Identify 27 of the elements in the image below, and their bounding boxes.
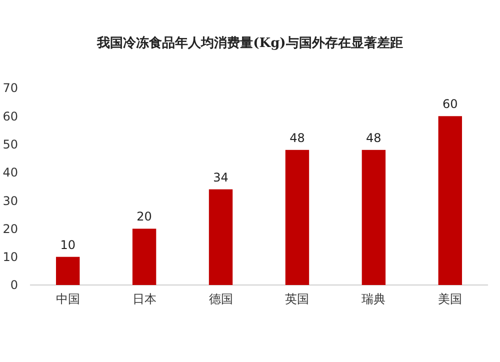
bar xyxy=(285,150,310,285)
data-label: 34 xyxy=(213,170,228,184)
bar xyxy=(208,189,233,285)
x-tick-label: 德国 xyxy=(208,292,233,306)
y-tick-label: 40 xyxy=(2,166,18,180)
x-tick-label: 美国 xyxy=(438,292,462,306)
y-tick-label: 60 xyxy=(2,109,18,124)
data-label: 48 xyxy=(366,130,382,145)
y-tick-label: 10 xyxy=(2,250,18,264)
y-tick-label: 20 xyxy=(2,222,18,236)
y-tick-label: 50 xyxy=(2,137,18,152)
y-tick-label: 70 xyxy=(2,81,18,96)
data-label: 20 xyxy=(136,210,152,224)
x-tick-label: 英国 xyxy=(285,292,310,306)
chart-title: 我国冷冻食品年人均消费量(Kg)与国外存在显著差距 xyxy=(96,35,403,51)
y-tick-label: 30 xyxy=(2,194,18,208)
bar xyxy=(132,228,156,285)
bar xyxy=(362,150,386,285)
data-label: 60 xyxy=(442,97,458,112)
data-label: 48 xyxy=(290,130,305,145)
x-tick-label: 瑞典 xyxy=(362,292,386,306)
x-tick-label: 中国 xyxy=(56,292,80,306)
x-tick-label: 日本 xyxy=(132,292,156,306)
bar xyxy=(438,116,462,285)
y-tick-label: 0 xyxy=(10,278,18,292)
bar xyxy=(56,256,80,285)
data-label: 10 xyxy=(60,238,76,252)
